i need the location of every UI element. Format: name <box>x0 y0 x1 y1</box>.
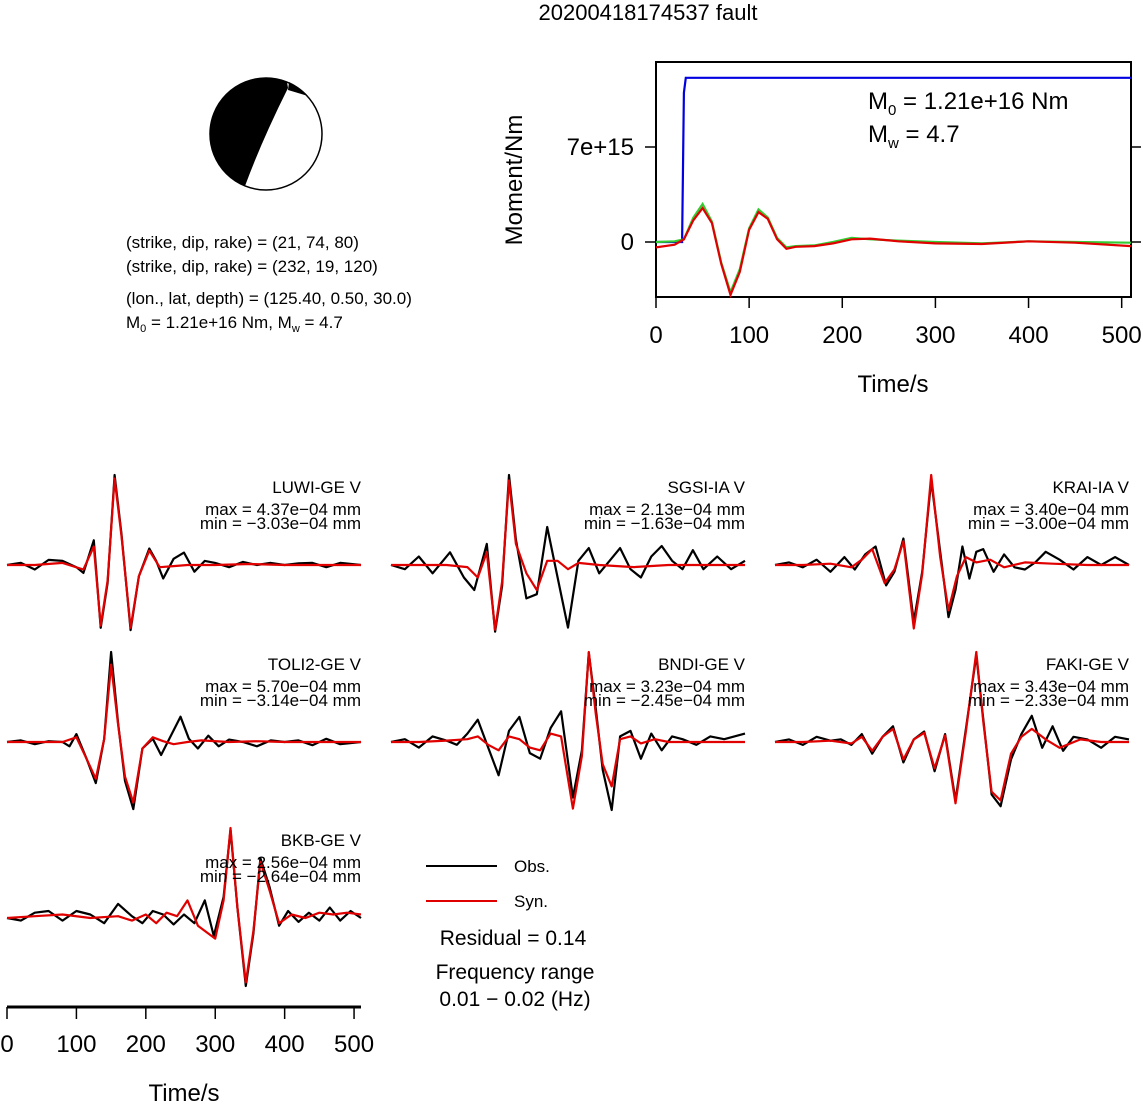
stf-mw-label: Mw = 4.7 <box>868 121 960 152</box>
synthetic-trace <box>7 663 361 804</box>
stf-axes: 0 100 200 300 400 500 0 7e+15 <box>567 134 1142 349</box>
station-max: max = 3.43e−04 mm <box>973 677 1129 696</box>
residual-label: Residual = 0.14 <box>440 927 587 950</box>
station-max: max = 2.13e−04 mm <box>589 500 745 519</box>
focal-moment: M0 = 1.21e+16 Nm, Mw = 4.7 <box>126 313 343 335</box>
time-axis-tick-label: 300 <box>195 1031 235 1058</box>
focal-plane-1: (strike, dip, rake) = (21, 74, 80) <box>126 233 359 252</box>
synthetic-trace <box>775 650 1129 805</box>
synthetic-trace <box>391 650 745 810</box>
station-max: max = 4.37e−04 mm <box>205 500 361 519</box>
stf-ylabel: Moment/Nm <box>501 115 528 246</box>
focal-location: (lon., lat, depth) = (125.40, 0.50, 30.0… <box>126 289 412 308</box>
stf-series-1 <box>655 201 1132 296</box>
figure-title: 20200418174537 fault <box>539 0 758 25</box>
stf-xtick-label: 400 <box>1009 322 1049 349</box>
stf-xtick-label: 200 <box>822 322 862 349</box>
stf-xtick-label: 100 <box>729 322 769 349</box>
synthetic-trace <box>7 477 361 629</box>
stf-xtick-label: 500 <box>1102 322 1142 349</box>
time-axis-tick-label: 100 <box>56 1031 96 1058</box>
station-name: TOLI2-GE V <box>268 655 362 674</box>
station-min: min = −2.64e−04 mm <box>200 867 361 886</box>
station-min: min = −2.45e−04 mm <box>584 691 745 710</box>
station-min: min = −2.33e−04 mm <box>968 691 1129 710</box>
station-min: min = −3.14e−04 mm <box>200 691 361 710</box>
station-min: min = −3.03e−04 mm <box>200 514 361 533</box>
stf-xtick-label: 300 <box>915 322 955 349</box>
stf-m0-label: M0 = 1.21e+16 Nm <box>868 88 1068 119</box>
station-max: max = 3.23e−04 mm <box>589 677 745 696</box>
stf-xlabel: Time/s <box>857 371 928 398</box>
stf-ytick-label: 0 <box>621 229 634 256</box>
stf-series-2 <box>655 206 1132 299</box>
waveform-time-axis: 0 100 200 300 400 500 <box>0 1005 374 1058</box>
frequency-label: Frequency range <box>436 961 595 984</box>
focal-parameters: (strike, dip, rake) = (21, 74, 80) (stri… <box>126 233 412 335</box>
waveform-xlabel: Time/s <box>148 1080 219 1104</box>
stf-xtick-label: 0 <box>649 322 662 349</box>
time-axis-tick-label: 500 <box>334 1031 374 1058</box>
observed-trace <box>390 473 746 633</box>
stf-curves <box>655 76 1132 299</box>
legend-syn-label: Syn. <box>514 892 548 911</box>
frequency-value: 0.01 − 0.02 (Hz) <box>439 988 590 1011</box>
time-axis-tick-label: 400 <box>265 1031 305 1058</box>
legend: Obs. Syn. Residual = 0.14 Frequency rang… <box>426 857 594 1011</box>
observed-trace <box>774 479 1130 623</box>
legend-obs-label: Obs. <box>514 857 550 876</box>
station-max: max = 5.70e−04 mm <box>205 677 361 696</box>
station-name: BKB-GE V <box>281 831 362 850</box>
station-min: min = −3.00e−04 mm <box>968 514 1129 533</box>
time-axis-tick-label: 0 <box>0 1031 13 1058</box>
station-name: BNDI-GE V <box>658 655 746 674</box>
station-max: max = 2.56e−04 mm <box>205 853 361 872</box>
stf-ytick-label: 7e+15 <box>567 134 634 161</box>
station-max: max = 3.40e−04 mm <box>973 500 1129 519</box>
station-min: min = −1.63e−04 mm <box>584 514 745 533</box>
focal-plane-2: (strike, dip, rake) = (232, 19, 120) <box>126 257 378 276</box>
synthetic-trace <box>6 826 362 984</box>
station-name: KRAI-IA V <box>1052 478 1129 497</box>
time-axis-tick-label: 200 <box>126 1031 166 1058</box>
stf-frame <box>655 61 1132 298</box>
observed-trace <box>6 473 362 632</box>
synthetic-trace <box>391 479 745 631</box>
observed-trace <box>6 650 362 811</box>
station-name: FAKI-GE V <box>1046 655 1130 674</box>
beachball-icon <box>209 77 323 191</box>
station-name: SGSI-IA V <box>668 478 746 497</box>
station-name: LUWI-GE V <box>272 478 361 497</box>
synthetic-trace <box>775 473 1129 630</box>
